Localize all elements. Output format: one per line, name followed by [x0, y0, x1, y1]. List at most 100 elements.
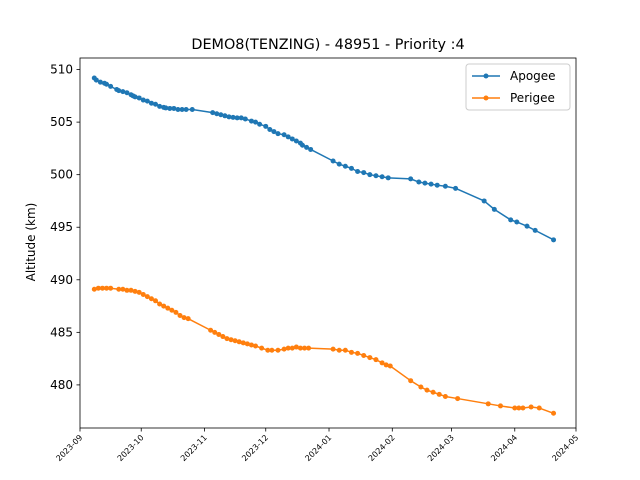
apogee-point: [551, 237, 557, 243]
apogee-point: [171, 105, 177, 111]
y-tick-label: 485: [50, 325, 73, 339]
perigee-point: [132, 288, 138, 294]
apogee-point: [373, 173, 379, 179]
apogee-point: [416, 179, 422, 185]
perigee-point: [536, 405, 542, 411]
perigee-point: [185, 316, 191, 322]
apogee-point: [330, 158, 336, 164]
perigee-point: [408, 378, 414, 384]
apogee-point: [299, 142, 305, 148]
apogee-point: [253, 119, 259, 125]
apogee-point: [481, 198, 487, 204]
y-tick-label: 490: [50, 273, 73, 287]
perigee-point: [108, 285, 114, 291]
apogee-point: [140, 97, 146, 103]
perigee-point: [259, 345, 265, 351]
apogee-point: [148, 100, 154, 106]
chart-title: DEMO8(TENZING) - 48951 - Priority :4: [191, 37, 464, 53]
perigee-point: [99, 285, 105, 291]
apogee-point: [179, 107, 185, 113]
perigee-point: [173, 309, 179, 315]
apogee-point: [230, 114, 236, 120]
apogee-point: [367, 172, 373, 178]
apogee-point: [108, 83, 114, 89]
perigee-point: [342, 347, 348, 353]
apogee-point: [442, 183, 448, 189]
perigee-point: [373, 357, 379, 363]
perigee-point: [161, 303, 167, 309]
legend-perigee-label: Perigee: [510, 91, 555, 105]
perigee-point: [289, 345, 295, 351]
perigee-point: [181, 315, 187, 321]
y-tick-label: 495: [50, 220, 73, 234]
perigee-point: [361, 352, 367, 358]
perigee-point: [293, 344, 299, 350]
perigee-point: [212, 329, 218, 335]
perigee-point: [551, 410, 557, 416]
apogee-point: [97, 79, 103, 85]
apogee-point: [289, 136, 295, 142]
apogee-point: [379, 174, 385, 180]
apogee-point: [385, 175, 391, 181]
perigee-point: [253, 343, 259, 349]
perigee-point: [265, 347, 271, 353]
perigee-point: [528, 404, 534, 410]
apogee-point: [336, 161, 342, 167]
apogee-point: [271, 129, 277, 135]
apogee-point: [434, 182, 440, 188]
perigee-point: [128, 287, 134, 293]
apogee-point: [157, 103, 163, 109]
perigee-point: [116, 286, 122, 292]
apogee-point: [422, 180, 428, 186]
apogee-point: [342, 163, 348, 169]
perigee-point: [306, 345, 312, 351]
perigee-point: [330, 346, 336, 352]
perigee-point: [236, 339, 242, 345]
apogee-point: [214, 111, 220, 117]
legend-apogee-label: Apogee: [510, 69, 556, 83]
perigee-point: [418, 384, 424, 390]
perigee-point: [379, 360, 385, 366]
perigee-point: [224, 336, 230, 342]
perigee-point: [281, 346, 287, 352]
y-tick-label: 505: [50, 115, 73, 129]
perigee-point: [157, 301, 163, 307]
apogee-point: [136, 95, 142, 101]
apogee-point: [144, 98, 150, 104]
perigee-point: [240, 340, 246, 346]
legend: Apogee Perigee: [465, 63, 571, 111]
legend-apogee-marker: [483, 73, 489, 79]
perigee-point: [512, 405, 518, 411]
perigee-point: [148, 296, 154, 302]
perigee-point: [144, 294, 150, 300]
perigee-point: [348, 349, 354, 355]
apogee-point: [263, 123, 269, 129]
apogee-point: [293, 138, 299, 144]
perigee-point: [455, 396, 461, 402]
y-tick-label: 480: [50, 378, 73, 392]
apogee-point: [348, 165, 354, 171]
perigee-point: [220, 334, 226, 340]
apogee-point: [104, 81, 110, 87]
apogee-point: [242, 116, 248, 122]
apogee-point: [267, 126, 273, 132]
apogee-point: [453, 185, 459, 191]
perigee-point: [442, 393, 448, 399]
axes-frame: [79, 57, 577, 429]
apogee-point: [226, 114, 232, 120]
apogee-point: [167, 105, 173, 111]
perigee-point: [424, 387, 430, 393]
apogee-point: [120, 89, 126, 95]
apogee-point: [210, 110, 216, 116]
perigee-point: [355, 350, 361, 356]
apogee-point: [285, 134, 291, 140]
perigee-point: [383, 362, 389, 368]
apogee-point: [124, 90, 130, 96]
perigee-point: [285, 345, 291, 351]
apogee-point: [116, 88, 122, 94]
apogee-point: [532, 227, 538, 233]
apogee-point: [281, 132, 287, 138]
perigee-point: [124, 287, 130, 293]
apogee-point: [408, 176, 414, 182]
